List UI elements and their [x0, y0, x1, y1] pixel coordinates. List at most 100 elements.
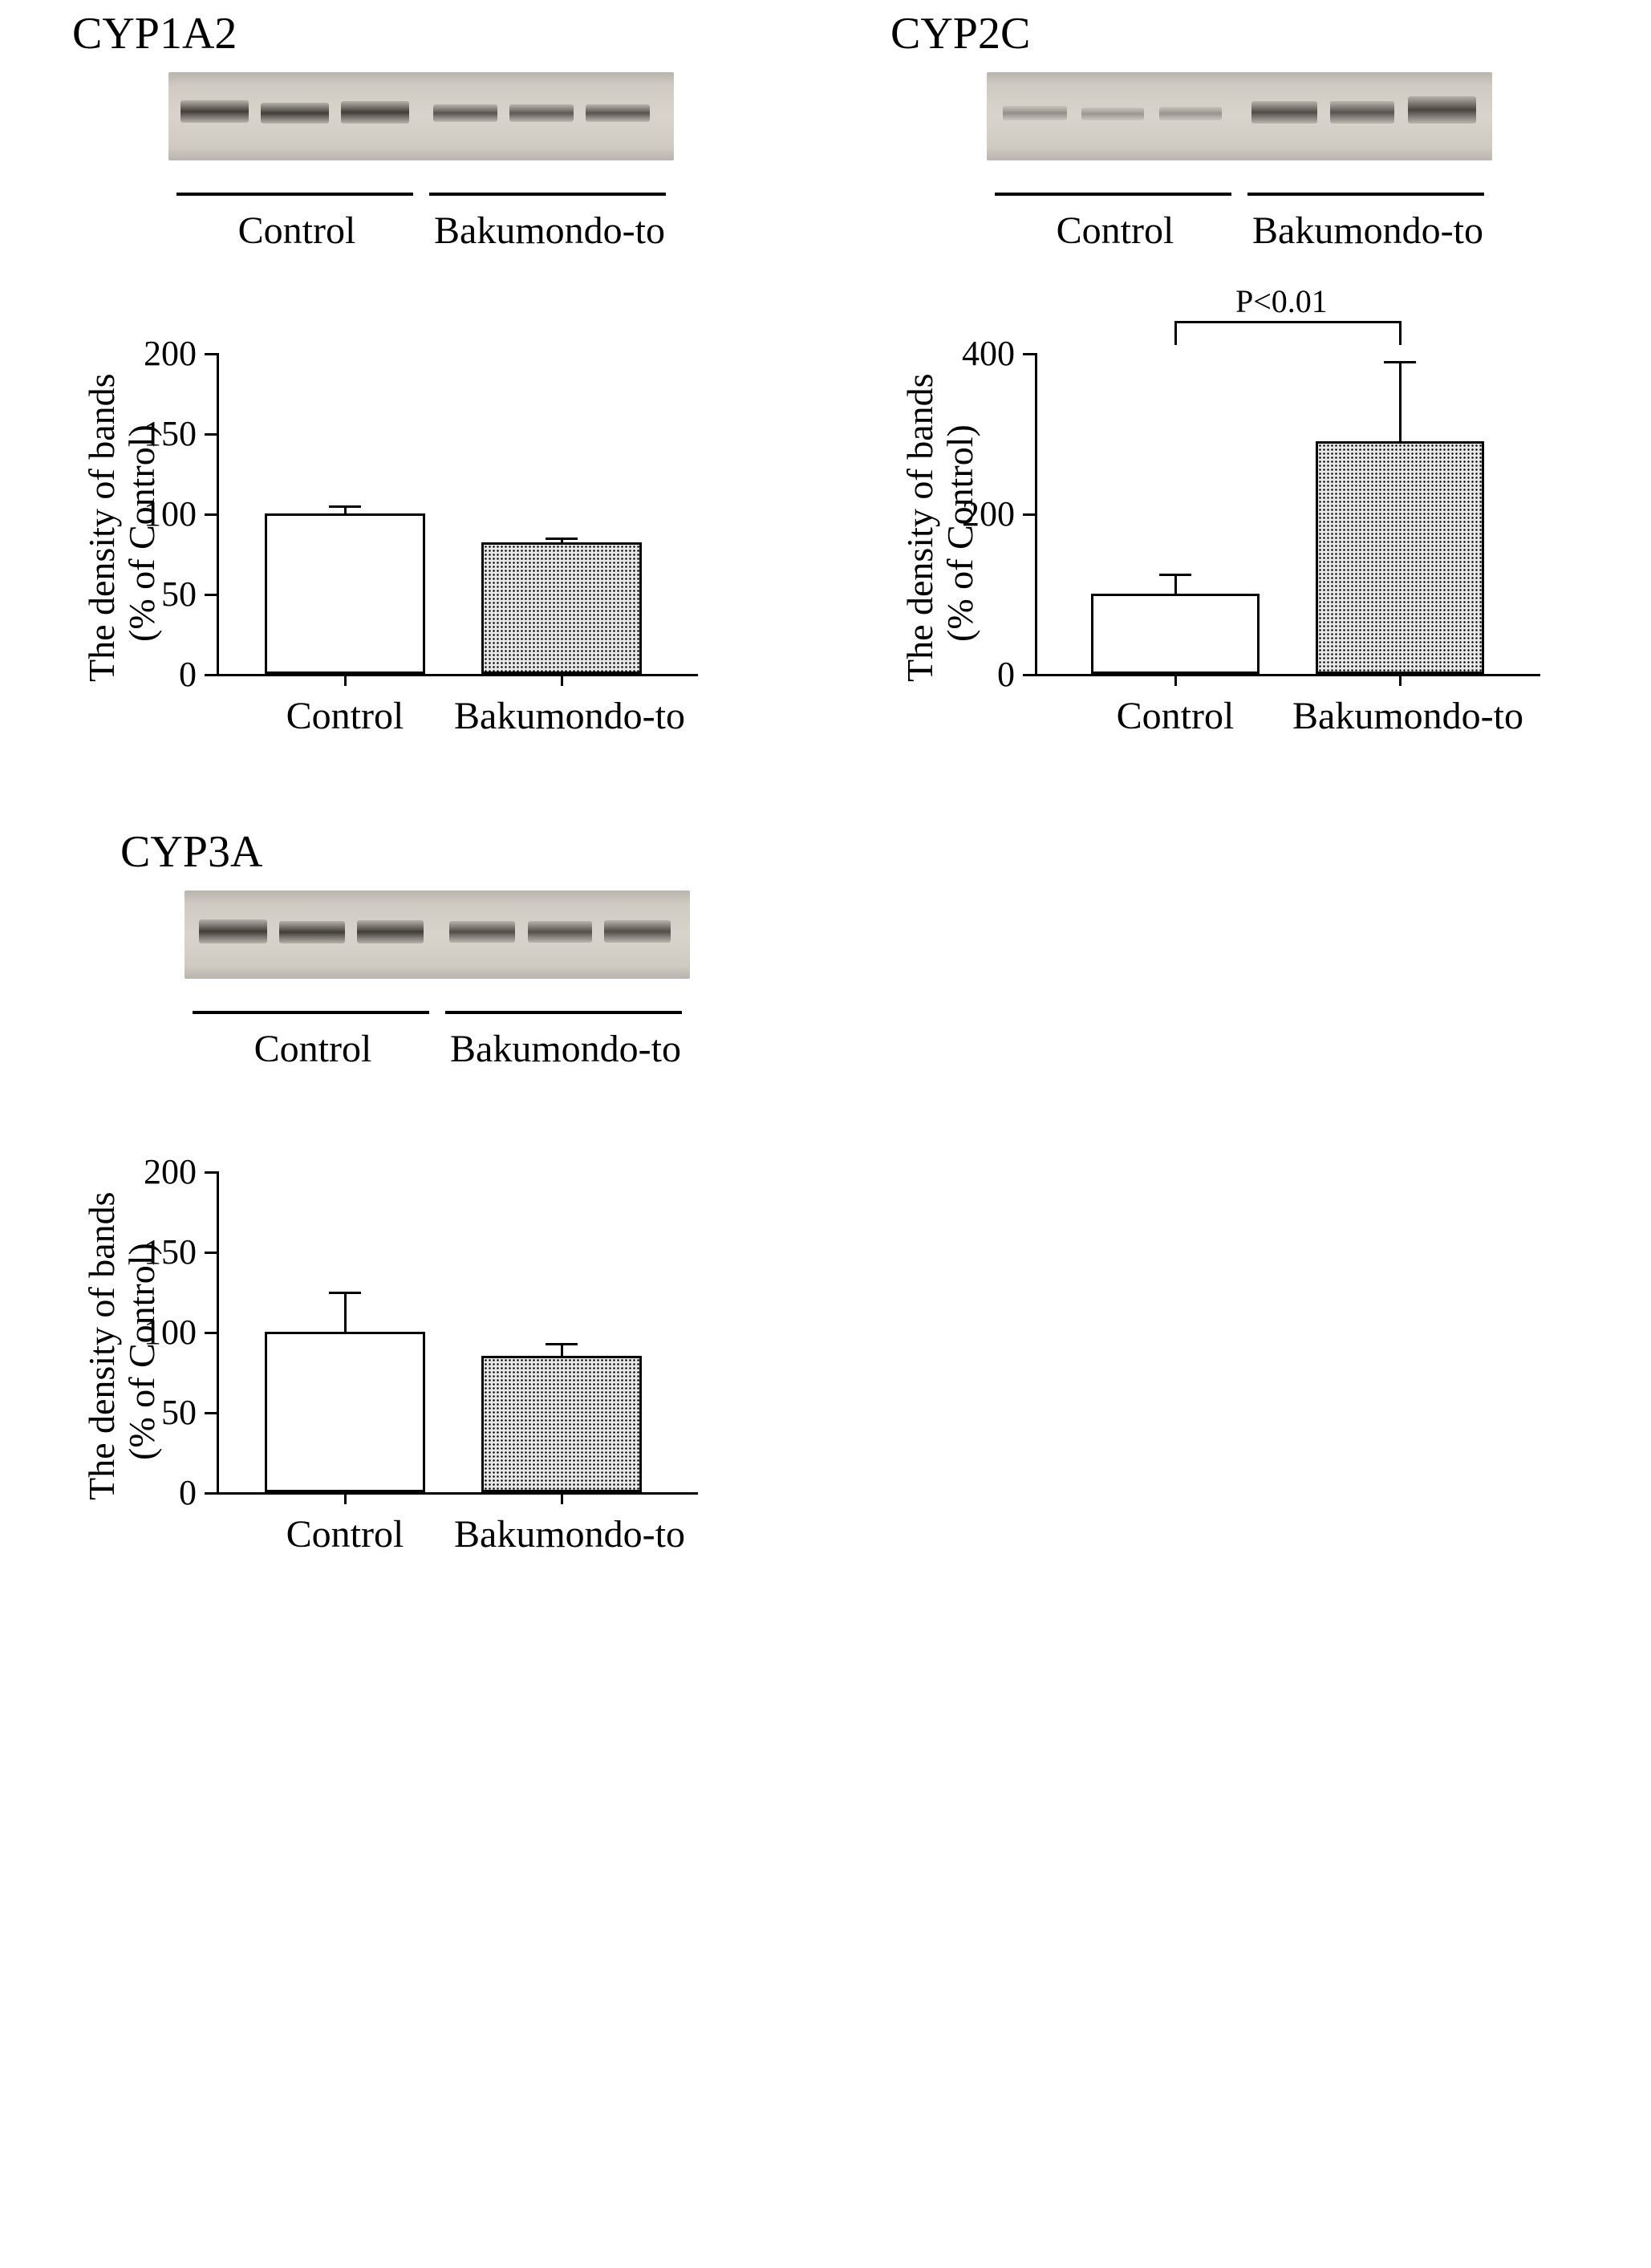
- y-tick-label: 200: [955, 493, 1015, 534]
- error-bar-cap: [546, 1343, 578, 1345]
- blot-band: [279, 921, 345, 943]
- y-axis: [217, 353, 219, 674]
- y-tick-label: 100: [136, 493, 197, 534]
- y-tick-label: 0: [955, 654, 1015, 695]
- blot-cyp2c: Control Bakumondo-to: [987, 72, 1492, 160]
- bar-treatment: [481, 542, 642, 674]
- blot-band: [528, 921, 592, 943]
- blot-band: [199, 919, 267, 943]
- blot-band: [1003, 106, 1067, 120]
- panel-cyp1a2: CYP1A2 Control Bakumondo-to The density …: [48, 8, 802, 754]
- error-bar-cap: [329, 505, 361, 508]
- blot-label-control: Control: [1035, 209, 1195, 253]
- bar-control: [1091, 594, 1260, 674]
- blot-cyp3a: Control Bakumondo-to: [185, 891, 690, 979]
- blot-label-control: Control: [233, 1027, 393, 1071]
- y-axis: [1035, 353, 1037, 674]
- blot-band: [181, 100, 249, 123]
- x-label-treatment: Bakumondo-to: [441, 1512, 698, 1556]
- blot-underline-control: [193, 1011, 429, 1014]
- blot-label-treatment: Bakumondo-to: [1247, 209, 1488, 253]
- blot-band: [433, 104, 497, 122]
- y-tick: [205, 513, 217, 516]
- blot-image-cyp3a: [185, 891, 690, 979]
- sig-bracket: [1399, 321, 1402, 345]
- y-tick-label: 50: [136, 1392, 197, 1433]
- x-tick: [561, 674, 563, 686]
- error-bar-cap: [1384, 361, 1416, 363]
- blot-label-treatment: Bakumondo-to: [429, 209, 670, 253]
- x-tick: [1174, 674, 1177, 686]
- x-label-control: Control: [265, 694, 425, 738]
- y-tick: [205, 674, 217, 676]
- blot-underline-treatment: [429, 193, 666, 196]
- y-axis: [217, 1171, 219, 1492]
- y-tick: [1023, 513, 1035, 516]
- x-label-control: Control: [265, 1512, 425, 1556]
- error-bar-cap: [329, 1292, 361, 1294]
- sig-label: P<0.01: [1235, 282, 1328, 320]
- y-axis-label-line1: The density of bands: [80, 373, 123, 682]
- x-label-treatment: Bakumondo-to: [1276, 694, 1540, 738]
- blot-cyp1a2: Control Bakumondo-to: [168, 72, 674, 160]
- blot-underline-treatment: [1247, 193, 1484, 196]
- blot-band: [1408, 96, 1476, 124]
- blot-band: [1251, 101, 1317, 124]
- y-tick-label: 0: [136, 1472, 197, 1513]
- blot-band: [449, 921, 515, 943]
- y-tick-label: 150: [136, 1231, 197, 1272]
- chart-cyp1a2: The density of bands (% of Control) 0 50…: [48, 321, 770, 754]
- y-tick-label: 150: [136, 413, 197, 454]
- blot-band: [357, 920, 424, 943]
- error-bar-cap: [546, 538, 578, 540]
- x-axis: [217, 1492, 698, 1495]
- error-bar-cap: [1159, 574, 1191, 576]
- y-tick: [205, 1252, 217, 1254]
- blot-band: [1330, 101, 1394, 124]
- panel-cyp2c: CYP2C Control Bakumondo-to The density o…: [866, 8, 1637, 754]
- x-tick: [344, 674, 347, 686]
- y-tick: [205, 1171, 217, 1174]
- y-axis-label-line1: The density of bands: [80, 1191, 123, 1500]
- blot-band: [509, 104, 574, 122]
- blot-label-control: Control: [217, 209, 377, 253]
- sig-bracket: [1174, 321, 1177, 345]
- blot-band: [586, 104, 650, 122]
- blot-underline-control: [176, 193, 413, 196]
- x-tick: [561, 1492, 563, 1504]
- blot-underline-control: [995, 193, 1231, 196]
- y-tick: [205, 1492, 217, 1495]
- y-tick: [1023, 353, 1035, 355]
- y-tick: [205, 594, 217, 596]
- error-bar: [1399, 361, 1402, 441]
- panel-title-cyp1a2: CYP1A2: [72, 8, 237, 59]
- blot-image-cyp1a2: [168, 72, 674, 160]
- blot-band: [604, 920, 671, 943]
- y-tick-label: 100: [136, 1312, 197, 1353]
- error-bar: [344, 1292, 347, 1332]
- panel-title-cyp3a: CYP3A: [120, 826, 262, 878]
- x-axis: [1035, 674, 1540, 676]
- blot-band: [1081, 108, 1144, 120]
- y-axis-label-line1: The density of bands: [899, 373, 941, 682]
- y-tick-label: 50: [136, 574, 197, 615]
- x-tick: [1399, 674, 1402, 686]
- y-tick-label: 200: [136, 1151, 197, 1192]
- blot-band: [1159, 107, 1222, 120]
- panel-cyp3a: CYP3A Control Bakumondo-to The density o…: [48, 826, 802, 1572]
- y-tick-label: 200: [136, 333, 197, 374]
- blot-band: [261, 103, 329, 124]
- y-tick-label: 400: [955, 333, 1015, 374]
- bar-treatment: [481, 1356, 642, 1492]
- x-label-treatment: Bakumondo-to: [441, 694, 698, 738]
- bar-control: [265, 513, 425, 674]
- blot-label-treatment: Bakumondo-to: [445, 1027, 686, 1071]
- y-tick: [205, 353, 217, 355]
- y-tick: [205, 1332, 217, 1334]
- chart-cyp2c: The density of bands (% of Control) 0 20…: [866, 321, 1621, 754]
- y-tick-label: 0: [136, 654, 197, 695]
- y-tick: [1023, 674, 1035, 676]
- x-label-control: Control: [1091, 694, 1260, 738]
- y-tick: [205, 1412, 217, 1414]
- blot-image-cyp2c: [987, 72, 1492, 160]
